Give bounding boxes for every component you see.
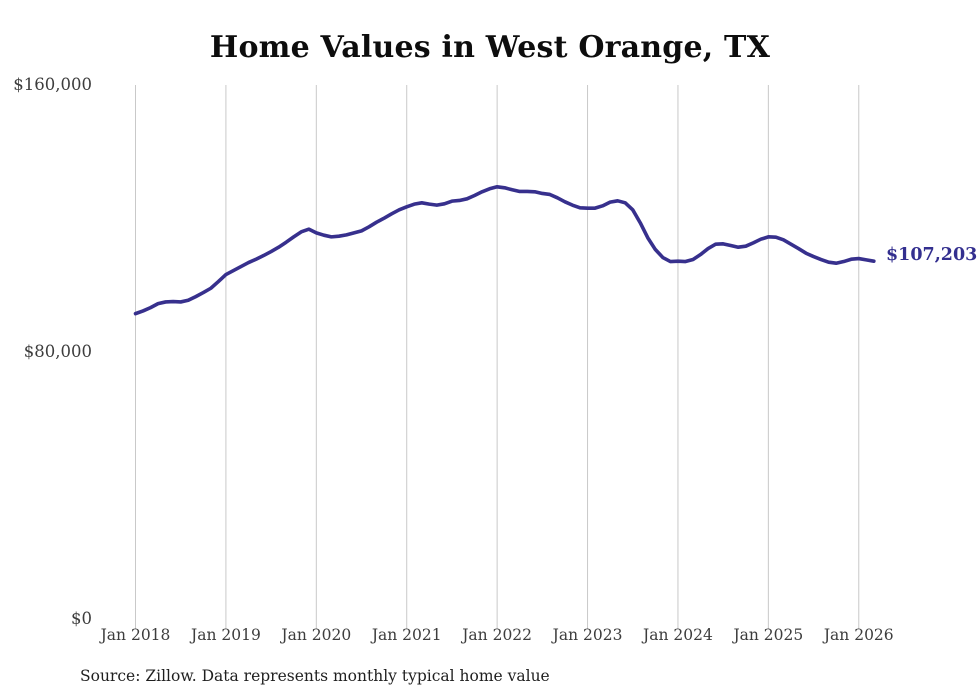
- source-note: Source: Zillow. Data represents monthly …: [80, 667, 550, 685]
- y-axis-tick-label-0: $0: [71, 609, 92, 628]
- x-axis-tick-label: Jan 2019: [191, 626, 261, 644]
- x-axis-tick-label: Jan 2024: [643, 626, 713, 644]
- x-axis-tick-label: Jan 2026: [823, 626, 894, 644]
- x-axis-tick-label: Jan 2021: [371, 626, 442, 644]
- y-axis-tick-label-80000: $80,000: [23, 342, 92, 361]
- x-axis-tick-label: Jan 2025: [733, 626, 804, 644]
- chart-title: Home Values in West Orange, TX: [209, 30, 771, 65]
- x-axis-tick-label: Jan 2020: [281, 626, 352, 644]
- value-line: [133, 184, 876, 316]
- current-value-label: $107,203: [886, 245, 978, 265]
- x-axis-tick-label: Jan 2022: [462, 626, 533, 644]
- x-axis-tick-label: Jan 2018: [100, 626, 171, 644]
- y-axis-tick-label-160000: $160,000: [13, 75, 92, 94]
- x-axis-tick-label: Jan 2023: [552, 626, 623, 644]
